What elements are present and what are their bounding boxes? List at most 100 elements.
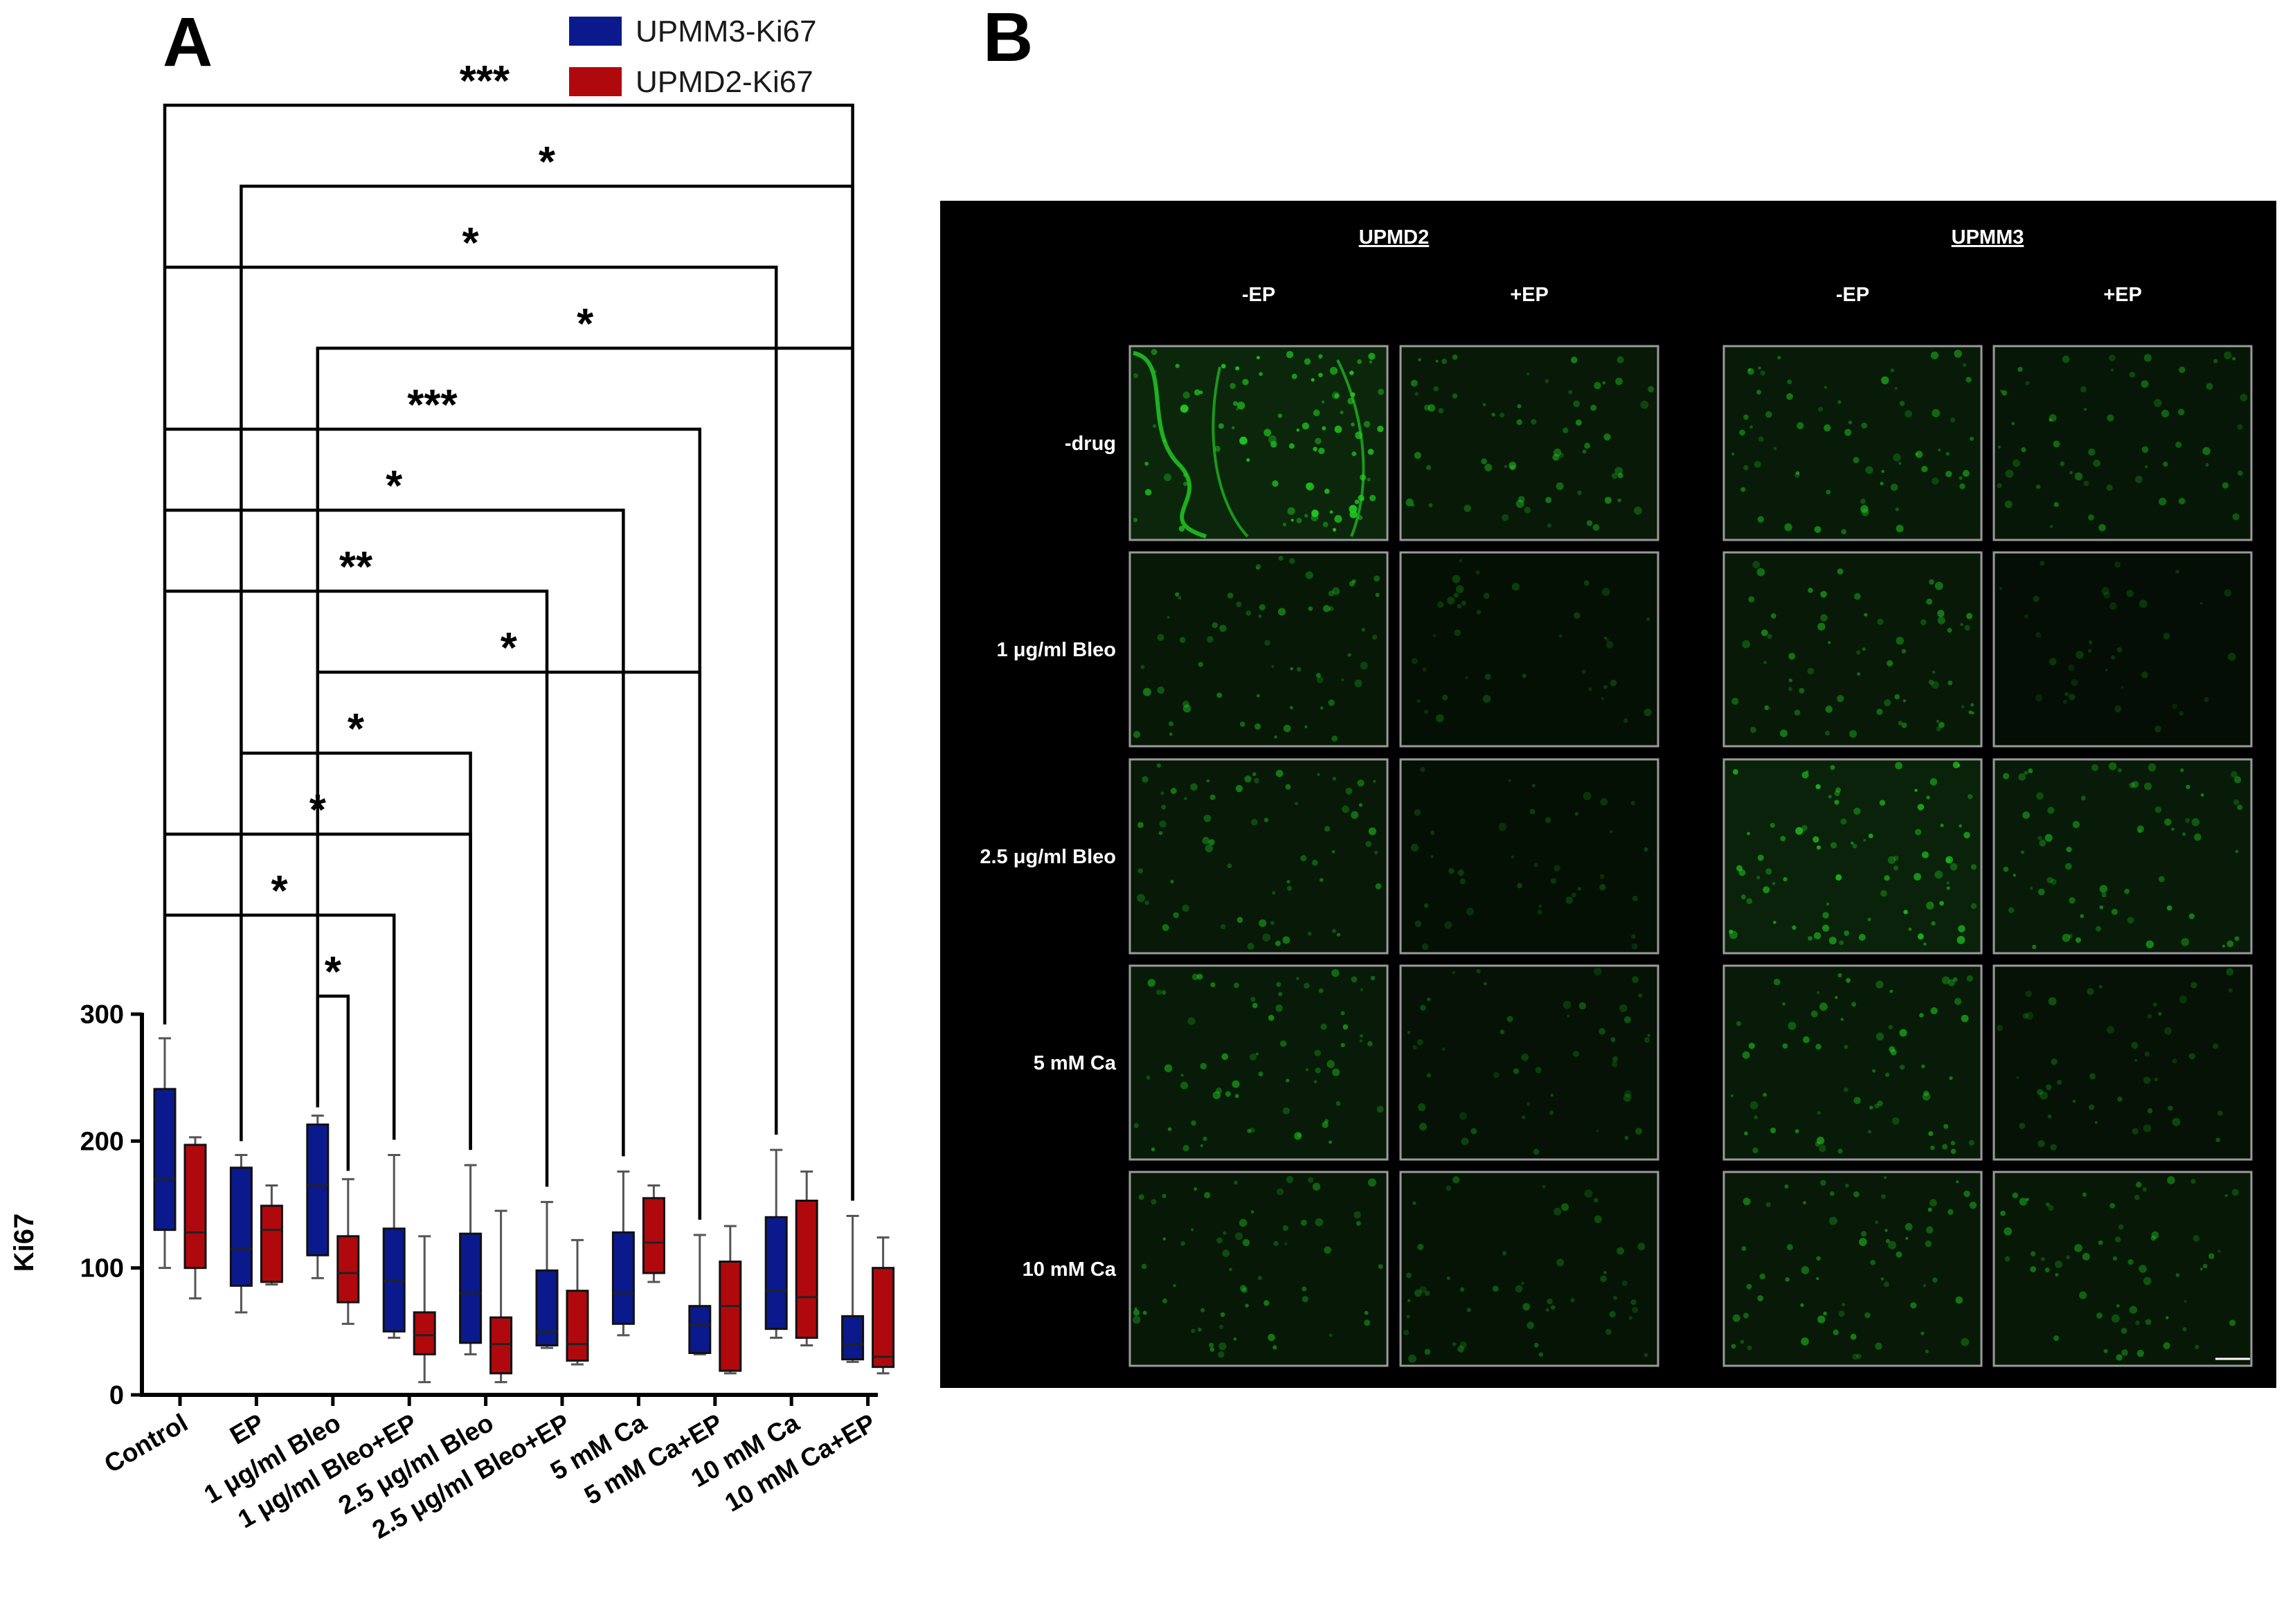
fluorescent-cell (1146, 1075, 1151, 1080)
fluorescent-cell (1137, 894, 1145, 903)
fluorescent-cell (1921, 465, 1928, 473)
fluorescent-cell (1179, 637, 1186, 643)
fluorescent-cell (1466, 1308, 1471, 1312)
y-tick-label: 200 (80, 1127, 124, 1156)
fluorescent-cell (1756, 876, 1761, 880)
fluorescent-cell (1905, 1222, 1913, 1231)
fluorescent-cell (1828, 937, 1837, 945)
fluorescent-cell (2116, 647, 2123, 653)
fluorescent-cell (1954, 350, 1962, 358)
fluorescent-cell (2204, 697, 2209, 703)
fluorescent-cell (1917, 804, 1925, 811)
fluorescent-cell (1929, 579, 1934, 585)
fluorescent-cell (1336, 932, 1341, 937)
fluorescent-cell (1940, 823, 1944, 827)
fluorescent-cell (2134, 1194, 2140, 1200)
fluorescent-cell (1151, 1147, 1155, 1152)
fluorescent-cell (1887, 660, 1893, 667)
fluorescent-cell (1448, 867, 1455, 874)
fluorescent-cell (1500, 1029, 1505, 1034)
fluorescent-cell (1749, 1101, 1758, 1110)
fluorescent-cell (1459, 1287, 1465, 1292)
fluorescent-cell (1583, 791, 1592, 800)
fluorescent-cell (1970, 864, 1977, 870)
fluorescent-cell (2004, 1256, 2010, 1262)
fluorescent-cell (1405, 1272, 1412, 1279)
fluorescent-cell (2098, 524, 2106, 532)
fluorescent-cell (2195, 1344, 2199, 1349)
fluorescent-cell (1452, 1342, 1457, 1346)
fluorescent-cell (1347, 653, 1351, 657)
fluorescent-cell (1363, 420, 1371, 428)
fluorescent-cell (1770, 822, 1775, 828)
fluorescent-cell (1357, 359, 1362, 364)
fluorescent-cell (1329, 510, 1333, 514)
fluorescent-cell (1732, 1314, 1740, 1322)
fluorescent-cell (2068, 934, 2073, 939)
fluorescent-cell (2091, 764, 2099, 772)
significance-brackets: ***************** (163, 57, 854, 1220)
fluorescent-cell (2048, 1205, 2054, 1211)
fluorescent-cell (1901, 722, 1907, 728)
fluorescent-cell (1218, 1351, 1225, 1358)
fluorescent-cell (1506, 1016, 1513, 1022)
fluorescent-cell (1846, 977, 1851, 983)
fluorescent-cell (1227, 593, 1234, 599)
fluorescent-cell (1256, 566, 1259, 570)
fluorescent-cell (1242, 379, 1249, 386)
fluorescent-cell (1329, 606, 1334, 611)
fluorescent-cell (1824, 386, 1827, 389)
fluorescent-cell (1950, 417, 1956, 423)
fluorescent-cell (2106, 1026, 2115, 1034)
fluorescent-cell (2045, 1084, 2052, 1090)
fluorescent-cell (1324, 825, 1331, 832)
fluorescent-cell (1818, 406, 1824, 412)
fluorescent-cell (2074, 472, 2083, 480)
fluorescent-cell (1848, 420, 1853, 424)
fluorescent-cell (1173, 912, 1180, 919)
fluorescent-cell (2231, 1189, 2239, 1196)
fluorescent-cell (1157, 686, 1164, 694)
fluorescent-cell (1375, 883, 1382, 890)
fluorescent-cell (1452, 1176, 1460, 1184)
fluorescent-cell (1430, 855, 1434, 858)
tile-frame (1399, 1171, 1659, 1367)
fluorescent-cell (1952, 761, 1960, 768)
fluorescent-cell (2171, 827, 2175, 831)
fluorescent-cell (2224, 351, 2232, 360)
fluorescent-cell (1263, 818, 1269, 822)
fluorescent-cell (1785, 1277, 1790, 1282)
fluorescent-cell (1242, 1238, 1250, 1247)
fluorescent-cell (1770, 1127, 1776, 1134)
fluorescent-cell (1743, 1312, 1749, 1319)
bracket-line (163, 913, 396, 1140)
fluorescent-cell (1142, 1310, 1147, 1315)
fluorescent-cell (1840, 818, 1847, 825)
fluorescent-cell (1236, 402, 1245, 410)
fluorescent-cell (1464, 505, 1471, 512)
fluorescent-cell (1820, 614, 1828, 622)
fluorescent-cell (1556, 482, 1564, 490)
fluorescent-cell (2117, 1097, 2123, 1102)
fluorescent-cell (1950, 863, 1958, 871)
fluorescent-cell (1917, 933, 1924, 940)
fluorescent-cell (1800, 1303, 1804, 1307)
fluorescent-cell (2136, 1349, 2145, 1357)
tissue-edge (1336, 359, 1365, 537)
fluorescent-cell (1875, 1032, 1884, 1041)
fluorescent-cell (1860, 505, 1869, 513)
fluorescent-cell (1414, 451, 1421, 459)
fluorescent-cell (2047, 1114, 2052, 1119)
fluorescent-cell (1277, 1188, 1284, 1196)
fluorescent-cell (2032, 944, 2037, 950)
fluorescent-cell (1838, 1310, 1845, 1317)
fluorescent-cell (1354, 679, 1362, 687)
fluorescent-cell (2172, 1058, 2177, 1064)
fluorescent-cell (1329, 366, 1338, 375)
fluorescent-cell (1241, 1287, 1248, 1293)
row-label: -drug (1065, 433, 1116, 455)
box-body (764, 1216, 788, 1330)
fluorescent-cell (2008, 907, 2015, 914)
fluorescent-cell (2224, 589, 2232, 597)
bracket-line (316, 670, 702, 1220)
